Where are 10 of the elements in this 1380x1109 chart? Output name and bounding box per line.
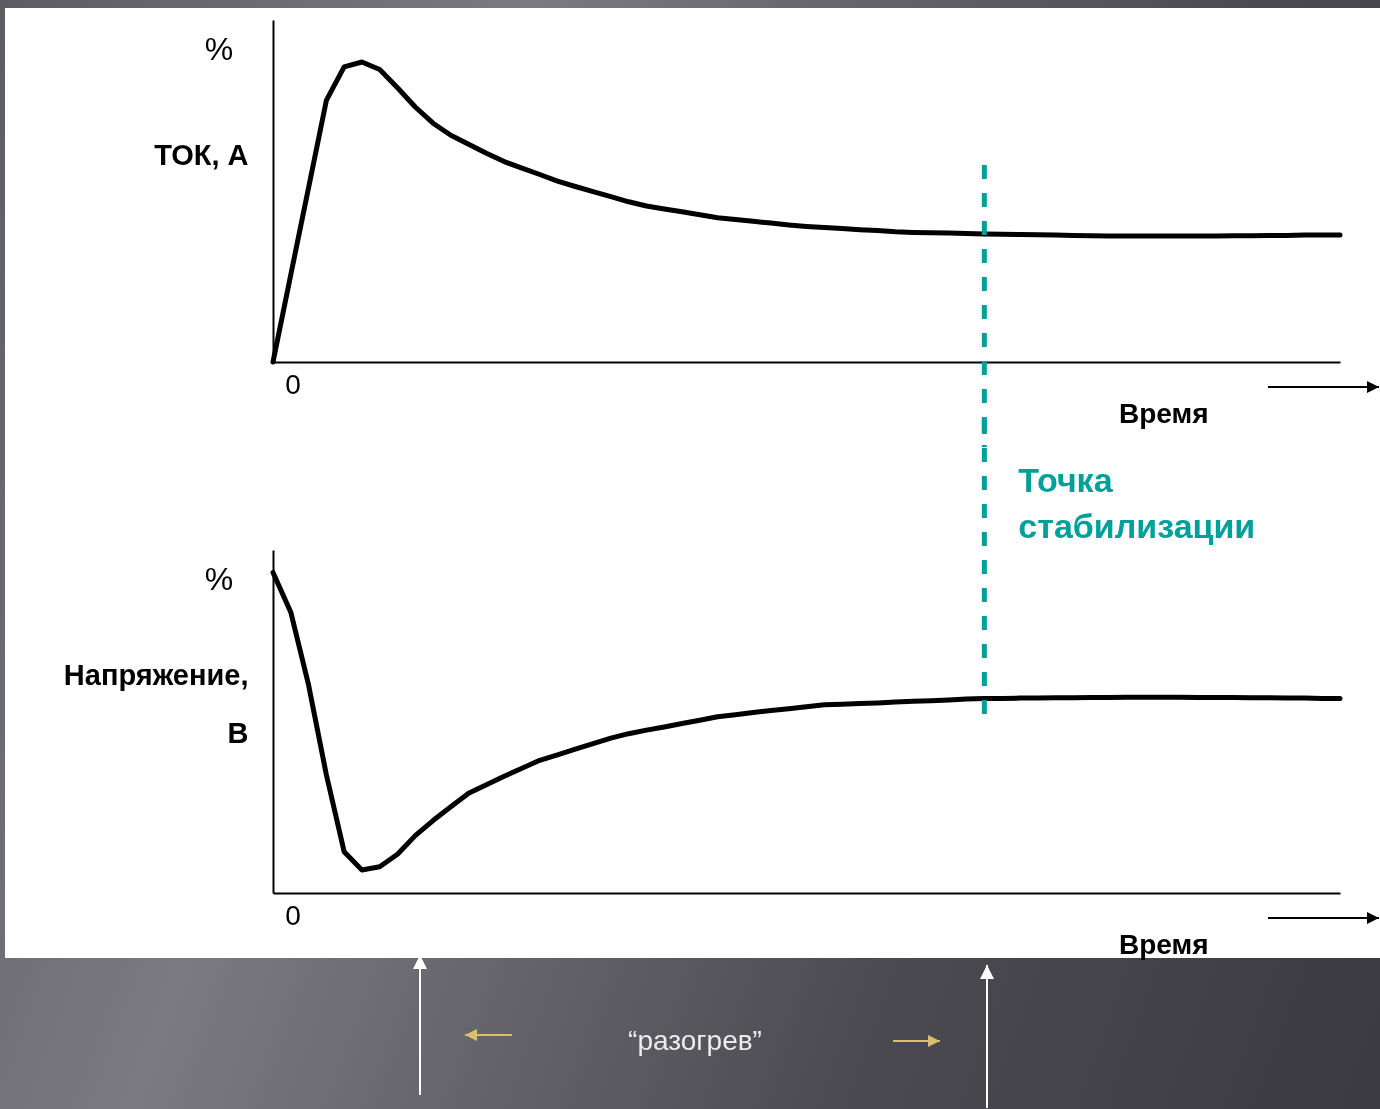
text: 0 <box>285 369 301 400</box>
x-axis-title: Время <box>1118 928 1209 960</box>
text: Точка стабилизации <box>1018 461 1256 545</box>
text: 0 <box>285 900 301 931</box>
text: “разогрев” <box>627 1025 763 1057</box>
text: % <box>204 561 234 597</box>
x-axis-title: Время <box>1118 397 1209 429</box>
text: % <box>204 31 234 67</box>
y-axis-title: ТОК, А <box>154 138 249 171</box>
y-axis-title: Напряжение, В <box>63 658 249 749</box>
